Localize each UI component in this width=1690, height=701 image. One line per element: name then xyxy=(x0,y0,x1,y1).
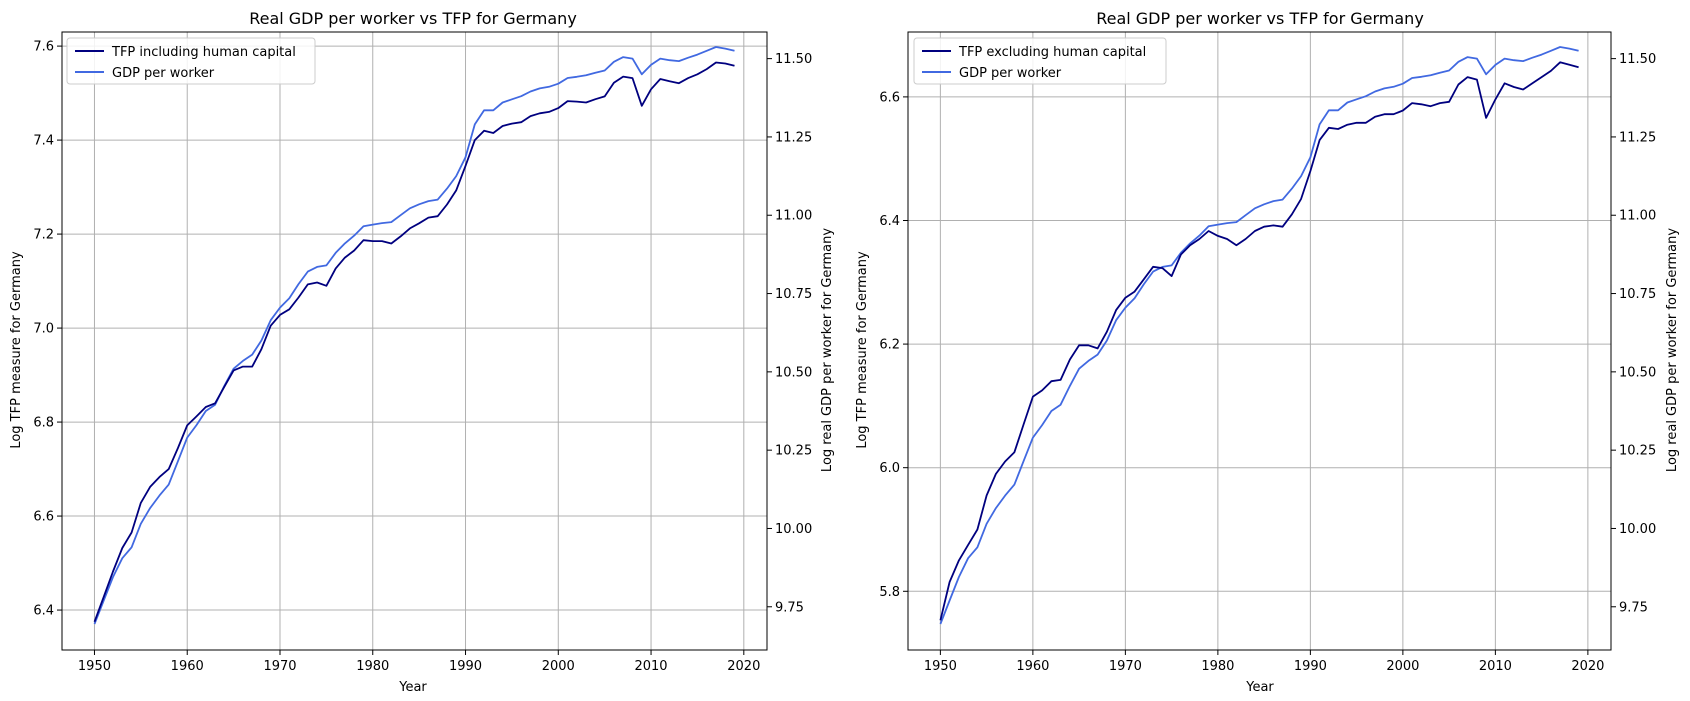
right-tick-label: 10.75 xyxy=(775,287,812,302)
x-axis-label: Year xyxy=(398,680,427,695)
left-tick-label: 6.4 xyxy=(33,604,54,619)
x-tick-label: 1960 xyxy=(171,659,204,674)
right-tick-label: 10.75 xyxy=(1619,287,1656,302)
x-tick-label: 2020 xyxy=(1571,659,1604,674)
x-tick-label: 1970 xyxy=(1109,659,1142,674)
left-tick-label: 6.6 xyxy=(879,90,900,105)
legend-box xyxy=(66,37,316,85)
right-axis-label: Log real GDP per worker for Germany xyxy=(1665,228,1680,472)
right-tick-label: 9.75 xyxy=(775,600,804,615)
chart-panel-left: Real GDP per worker vs TFP for Germany 1… xyxy=(9,9,835,695)
x-axis-ticks: 1950 1960 1970 1980 1990 2000 2010 2020 xyxy=(924,650,1604,674)
legend-label-tfp: TFP including human capital xyxy=(111,45,296,60)
chart-title: Real GDP per worker vs TFP for Germany xyxy=(249,9,577,28)
legend-box xyxy=(913,37,1167,85)
left-tick-label: 6.0 xyxy=(879,461,900,476)
right-tick-label: 9.75 xyxy=(1619,600,1648,615)
right-tick-label: 11.50 xyxy=(1619,52,1656,67)
left-tick-label: 7.0 xyxy=(33,322,54,337)
x-tick-label: 2010 xyxy=(634,659,667,674)
legend-label-gdp: GDP per worker xyxy=(112,66,215,81)
gdp-series-line xyxy=(939,46,1579,625)
left-axis-ticks: 5.8 6.0 6.2 6.4 6.6 xyxy=(879,90,908,600)
x-axis-label: Year xyxy=(1245,680,1274,695)
series-lines xyxy=(939,46,1579,625)
series-lines xyxy=(93,46,735,625)
legend-label-tfp: TFP excluding human capital xyxy=(958,45,1146,60)
x-tick-label: 1980 xyxy=(1201,659,1234,674)
right-axis-ticks: 9.75 10.00 10.25 10.50 10.75 11.00 11.25 11.50 xyxy=(1611,52,1656,615)
legend: TFP including human capital GDP per work… xyxy=(66,37,316,85)
right-tick-label: 11.00 xyxy=(775,209,812,224)
gdp-series-line xyxy=(93,46,735,625)
right-tick-label: 10.25 xyxy=(775,444,812,459)
left-tick-label: 5.8 xyxy=(879,585,900,600)
left-tick-label: 6.8 xyxy=(33,416,54,431)
left-axis-ticks: 6.4 6.6 6.8 7.0 7.2 7.4 7.6 xyxy=(33,40,62,619)
left-axis-label: Log TFP measure for Germany xyxy=(9,251,24,449)
x-tick-label: 1950 xyxy=(78,659,111,674)
right-axis-ticks: 9.75 10.00 10.25 10.50 10.75 11.00 11.25 11.50 xyxy=(767,52,812,615)
x-tick-label: 2010 xyxy=(1479,659,1512,674)
right-tick-label: 11.25 xyxy=(775,130,812,145)
chart-panel-right: Real GDP per worker vs TFP for Germany 1… xyxy=(855,9,1680,695)
right-tick-label: 10.00 xyxy=(1619,522,1656,537)
x-tick-label: 2000 xyxy=(542,659,575,674)
x-tick-label: 1960 xyxy=(1016,659,1049,674)
grid-lines xyxy=(62,32,767,650)
left-tick-label: 6.2 xyxy=(879,338,900,353)
tfp-series-line xyxy=(939,61,1579,621)
left-tick-label: 7.2 xyxy=(33,228,54,243)
x-tick-label: 1980 xyxy=(356,659,389,674)
right-axis-label: Log real GDP per worker for Germany xyxy=(820,228,835,472)
grid-lines xyxy=(908,32,1611,650)
left-tick-label: 7.4 xyxy=(33,134,54,149)
right-tick-label: 10.50 xyxy=(1619,365,1656,380)
right-tick-label: 10.00 xyxy=(775,522,812,537)
x-tick-label: 1990 xyxy=(449,659,482,674)
right-tick-label: 11.25 xyxy=(1619,130,1656,145)
chart-title: Real GDP per worker vs TFP for Germany xyxy=(1096,9,1424,28)
x-tick-label: 1970 xyxy=(263,659,296,674)
right-tick-label: 11.00 xyxy=(1619,209,1656,224)
right-tick-label: 10.50 xyxy=(775,365,812,380)
plot-frame xyxy=(61,31,768,651)
right-tick-label: 10.25 xyxy=(1619,444,1656,459)
left-tick-label: 7.6 xyxy=(33,40,54,55)
plot-frame xyxy=(907,31,1612,651)
x-tick-label: 1950 xyxy=(924,659,957,674)
x-tick-label: 2020 xyxy=(727,659,760,674)
left-axis-label: Log TFP measure for Germany xyxy=(855,251,870,449)
left-tick-label: 6.4 xyxy=(879,214,900,229)
left-tick-label: 6.6 xyxy=(33,510,54,525)
legend-label-gdp: GDP per worker xyxy=(959,66,1062,81)
legend: TFP excluding human capital GDP per work… xyxy=(913,37,1167,85)
x-axis-ticks: 1950 1960 1970 1980 1990 2000 2010 2020 xyxy=(78,650,760,674)
tfp-series-line xyxy=(93,61,735,623)
x-tick-label: 2000 xyxy=(1386,659,1419,674)
right-tick-label: 11.50 xyxy=(775,52,812,67)
x-tick-label: 1990 xyxy=(1294,659,1327,674)
